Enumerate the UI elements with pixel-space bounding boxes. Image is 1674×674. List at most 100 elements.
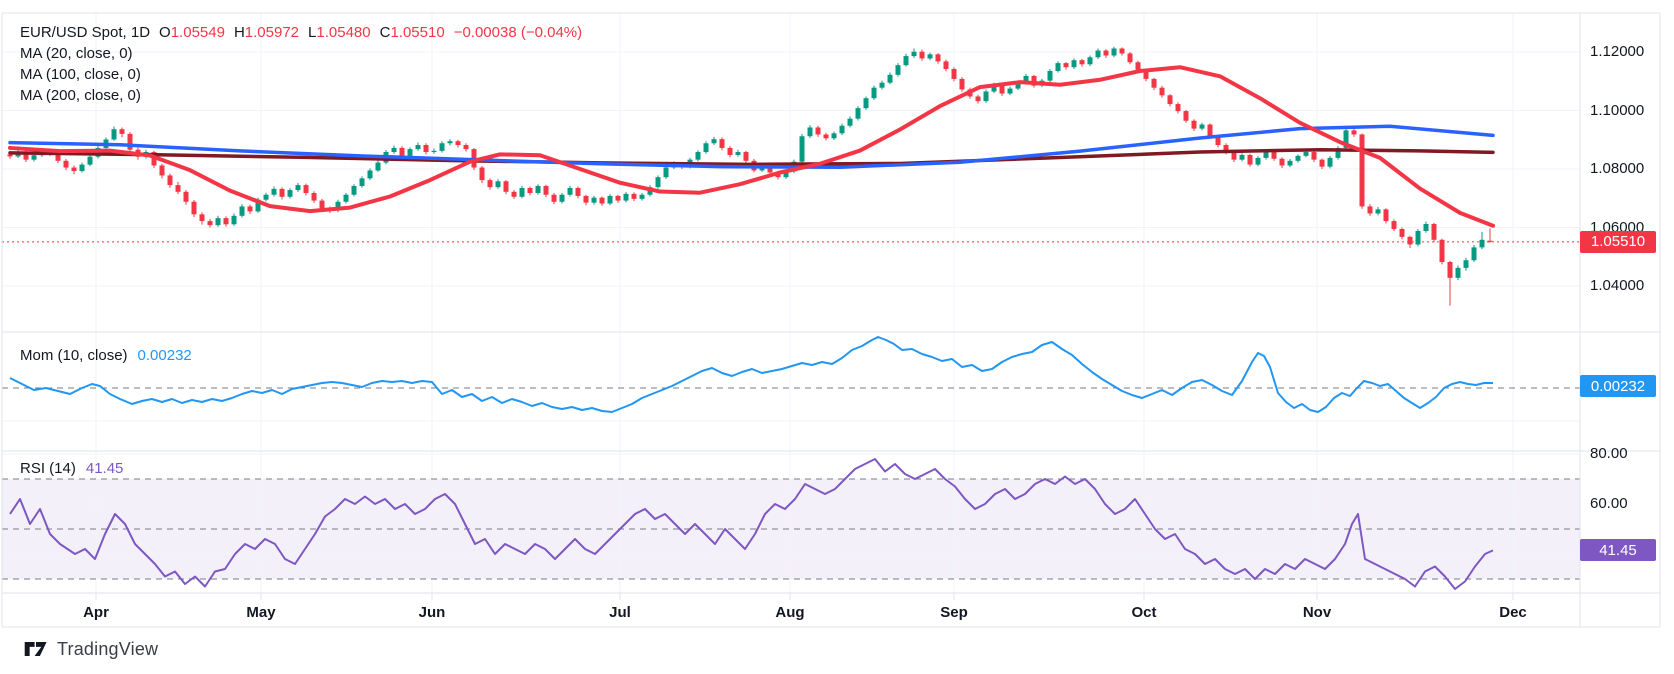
candle-body [831, 133, 837, 139]
candle-body [975, 96, 981, 102]
candle-body [1327, 157, 1333, 167]
ohlc-low: L 1.05480 [308, 24, 371, 41]
candle-body [1479, 239, 1485, 248]
candle-body [111, 129, 117, 140]
candle-body [167, 175, 173, 186]
candle-body [263, 194, 269, 200]
candle-body [1295, 155, 1301, 161]
candle-body [839, 125, 845, 134]
candle-body [567, 188, 573, 195]
candle-body [79, 164, 85, 172]
rsi-value: 41.45 [85, 460, 124, 477]
candle-body [1231, 152, 1237, 160]
momentum-legend-row[interactable]: Mom (10, close) 0.00232 [20, 347, 192, 364]
candle-body [431, 150, 437, 153]
candle-body [1455, 267, 1461, 278]
candle-body [823, 134, 829, 139]
candle-body [271, 188, 277, 195]
candle-body [1199, 124, 1205, 129]
candle-body [335, 201, 341, 211]
candle-body [511, 191, 517, 197]
candle-body [191, 201, 197, 215]
candle-body [959, 78, 965, 90]
candle-body [1183, 111, 1189, 121]
candle-body [503, 181, 509, 192]
month-label: Jun [418, 604, 446, 621]
candle-body [1399, 228, 1405, 237]
candle-body [631, 193, 637, 199]
candle-body [1423, 223, 1429, 232]
rsi-legend-row[interactable]: RSI (14) 41.45 [20, 460, 123, 477]
candle-body [1407, 236, 1413, 245]
momentum-value-label: 0.00232 [1580, 375, 1656, 397]
ohlc-high: H 1.05972 [233, 24, 300, 41]
candle-body [551, 194, 557, 202]
candle-body [999, 84, 1005, 94]
candle-body [1287, 160, 1293, 166]
candle-body [1487, 240, 1493, 242]
candle-body [1207, 124, 1213, 137]
candle-body [991, 84, 997, 92]
candle-body [479, 167, 485, 181]
candle-body [735, 152, 741, 155]
candle-body [1103, 50, 1109, 56]
candle-body [871, 87, 877, 99]
rsi-axis-label: 80.00 [1590, 445, 1628, 462]
candle-body [1319, 159, 1325, 167]
candle-body [1063, 63, 1069, 68]
candle-body [439, 143, 445, 151]
candle-body [1279, 158, 1285, 166]
candle-body [983, 91, 989, 102]
candle-body [303, 185, 309, 193]
candle-body [239, 206, 245, 216]
candle-body [1431, 223, 1437, 240]
candle-body [119, 129, 125, 134]
candle-body [1175, 104, 1181, 112]
ma100-legend-row[interactable]: MA (100, close, 0) [20, 64, 582, 85]
candle-body [1439, 239, 1445, 263]
candle-body [1359, 134, 1365, 207]
main-legend: EUR/USD Spot, 1D O 1.05549 H 1.05972 L 1.05… [20, 22, 582, 106]
candle-body [319, 200, 325, 209]
candle-body [1167, 95, 1173, 105]
candle-body [639, 194, 645, 199]
candle-body [863, 98, 869, 109]
candle-body [495, 181, 501, 188]
candle-body [935, 54, 941, 62]
candle-body [783, 171, 789, 178]
candle-body [943, 61, 949, 69]
candle-body [695, 152, 701, 160]
candle-body [1215, 136, 1221, 146]
candle-body [1023, 75, 1029, 83]
symbol-title: EUR/USD Spot, 1D [20, 24, 151, 41]
candle-body [71, 167, 77, 172]
candle-body [399, 147, 405, 156]
tradingview-logo[interactable]: TradingView [24, 638, 158, 660]
ma200-legend-row[interactable]: MA (200, close, 0) [20, 85, 582, 106]
candle-body [375, 162, 381, 171]
symbol-legend-row[interactable]: EUR/USD Spot, 1D O 1.05549 H 1.05972 L 1.05… [20, 22, 582, 43]
candle-body [1151, 78, 1157, 88]
candle-body [367, 170, 373, 179]
candle-body [655, 177, 661, 188]
price-axis-label: 1.12000 [1590, 43, 1645, 60]
candle-body [1127, 53, 1133, 63]
candle-body [7, 154, 13, 157]
candle-body [1303, 152, 1309, 156]
candle-body [463, 145, 469, 150]
ma20-legend-row[interactable]: MA (20, close, 0) [20, 43, 582, 64]
candle-body [1191, 120, 1197, 129]
candle-body [527, 188, 533, 193]
candle-body [727, 147, 733, 155]
candle-body [247, 206, 253, 212]
candle-body [1079, 60, 1085, 65]
candle-body [311, 192, 317, 201]
candle-body [703, 143, 709, 153]
candle-body [287, 190, 293, 197]
candle-body [455, 141, 461, 146]
candle-body [1031, 75, 1037, 86]
ma100-line [8, 124, 1495, 169]
candle-body [1391, 221, 1397, 229]
candle-body [879, 82, 885, 88]
